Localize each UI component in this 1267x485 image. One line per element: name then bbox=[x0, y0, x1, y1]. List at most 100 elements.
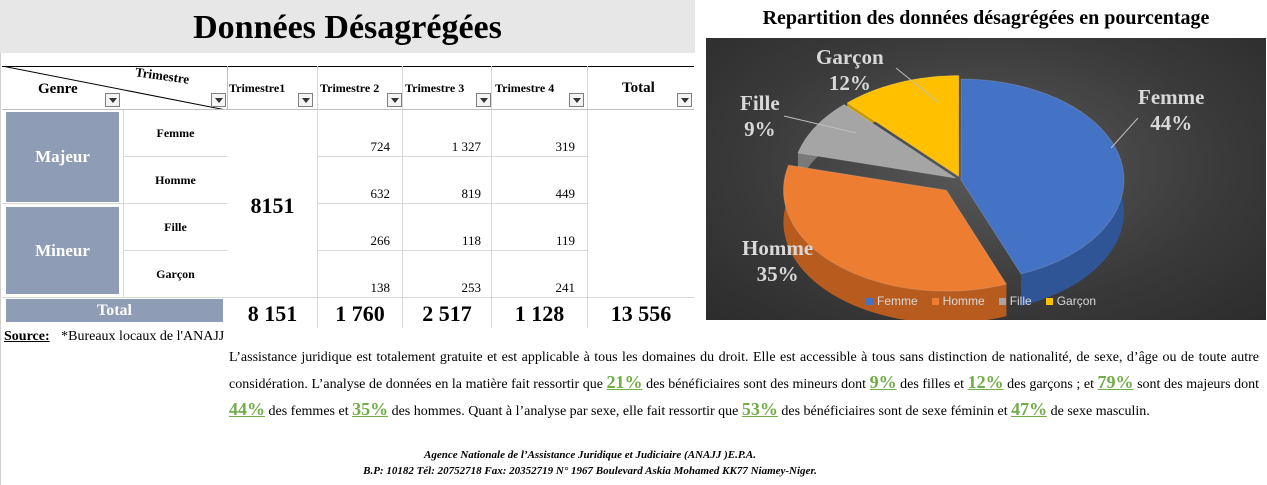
cell-homme-t3: 819 bbox=[461, 186, 482, 201]
pie-label-fille: Fille 9% bbox=[740, 90, 780, 142]
legend-item-garcon: Garçon bbox=[1045, 294, 1097, 308]
source-text: *Bureaux locaux de l'ANAJJ bbox=[61, 329, 225, 344]
filter-trimestre-button[interactable] bbox=[211, 93, 226, 107]
leader-line bbox=[895, 67, 939, 103]
group-majeur: Majeur bbox=[6, 112, 119, 202]
cell-fille-t2: 266 bbox=[370, 233, 391, 248]
total-t2: 1 760 bbox=[335, 301, 385, 326]
grid-line bbox=[2, 297, 694, 298]
pie-label-category: Garçon bbox=[816, 45, 884, 69]
footer-address: B.P: 10182 Tél: 20752718 Fax: 20352719 N… bbox=[363, 465, 817, 477]
header-total: Total bbox=[622, 80, 655, 96]
total-row-label: Total bbox=[6, 299, 223, 322]
cell-garcon-t4: 241 bbox=[555, 280, 576, 295]
legend-swatch bbox=[998, 297, 1006, 305]
grid-line bbox=[2, 109, 694, 110]
group-mineur: Mineur bbox=[6, 207, 119, 294]
highlight-value: 47% bbox=[1011, 399, 1048, 419]
pie-slice-femme bbox=[960, 78, 1125, 275]
cell-homme-t4: 449 bbox=[555, 186, 576, 201]
pie-label-category: Femme bbox=[1138, 85, 1205, 109]
diagonal-divider bbox=[2, 66, 226, 110]
cell-fille-t3: 118 bbox=[461, 233, 481, 248]
filter-total-button[interactable] bbox=[677, 93, 692, 107]
highlight-value: 53% bbox=[741, 399, 778, 419]
row-label-femme: Femme bbox=[156, 125, 195, 140]
text: de sexe masculin. bbox=[1047, 404, 1150, 419]
pie-slice-side-homme bbox=[783, 165, 1007, 320]
legend-label: Femme bbox=[877, 294, 918, 308]
pie-label-percent: 12% bbox=[828, 71, 871, 95]
text: des bénéficiaires sont des mineurs dont bbox=[642, 377, 870, 392]
pie-label-category: Homme bbox=[742, 236, 814, 260]
pie-slice-fille bbox=[797, 103, 957, 179]
grid-line bbox=[123, 110, 124, 298]
text: des bénéficiaires sont de sexe féminin e… bbox=[777, 404, 1012, 419]
header-trimestre3: Trimestre 3 bbox=[405, 81, 465, 95]
text: des femmes et bbox=[265, 404, 353, 419]
text: des garçons ; et bbox=[1003, 377, 1098, 392]
legend-swatch bbox=[931, 297, 939, 305]
pie-label-homme: Homme 35% bbox=[742, 235, 813, 287]
row-label-homme: Homme bbox=[155, 172, 196, 187]
pie-slice-garçon bbox=[846, 75, 960, 178]
header-genre: Genre bbox=[38, 81, 78, 97]
text: L’assistance juridique est totalement gr… bbox=[229, 350, 1259, 392]
footer-agency: Agence Nationale de l’Assistance Juridiq… bbox=[424, 449, 756, 461]
cell-femme-t4: 319 bbox=[555, 139, 576, 154]
chart-legend: Femme Homme Fille Garçon bbox=[866, 294, 1096, 308]
pie-label-percent: 35% bbox=[756, 262, 799, 286]
pie-label-garçon: Garçon 12% bbox=[816, 44, 884, 96]
grid-line bbox=[123, 156, 227, 157]
header-trimestre2: Trimestre 2 bbox=[320, 81, 380, 95]
filter-trimestre1-button[interactable] bbox=[298, 93, 313, 107]
total-grand: 13 556 bbox=[610, 301, 672, 326]
cell-femme-t2: 724 bbox=[370, 139, 391, 154]
grid-line bbox=[317, 203, 588, 204]
filter-trimestre3-button[interactable] bbox=[476, 93, 491, 107]
legend-label: Garçon bbox=[1056, 294, 1097, 308]
cell-garcon-t3: 253 bbox=[461, 280, 482, 295]
chart-title: Repartition des données désagrégées en p… bbox=[762, 7, 1210, 29]
highlight-value: 35% bbox=[352, 399, 389, 419]
total-t3: 2 517 bbox=[422, 301, 472, 326]
page-title: Données Désagrégées bbox=[0, 0, 695, 53]
filter-genre-button[interactable] bbox=[105, 93, 120, 107]
pie-label-percent: 9% bbox=[744, 117, 776, 141]
legend-swatch bbox=[866, 297, 873, 305]
header-trimestre4: Trimestre 4 bbox=[495, 81, 555, 95]
total-t1: 8 151 bbox=[247, 301, 298, 326]
total-t4: 1 128 bbox=[514, 301, 565, 326]
grid-line bbox=[317, 250, 588, 251]
legend-item-fille: Fille bbox=[998, 294, 1032, 308]
filter-trimestre4-button[interactable] bbox=[569, 93, 584, 107]
pie-label-femme: Femme 44% bbox=[1138, 84, 1204, 136]
cell-homme-t2: 632 bbox=[370, 186, 391, 201]
trimestre1-merged-value: 8151 bbox=[250, 193, 295, 218]
grid-line bbox=[491, 66, 492, 328]
row-label-fille: Fille bbox=[164, 219, 187, 234]
header-trimestre1: Trimestre1 bbox=[229, 81, 286, 95]
cell-garcon-t2: 138 bbox=[370, 280, 391, 295]
header-top-border bbox=[2, 66, 694, 67]
highlight-value: 12% bbox=[967, 372, 1004, 392]
cell-fille-t4: 119 bbox=[555, 233, 575, 248]
analysis-paragraph: L’assistance juridique est totalement gr… bbox=[229, 345, 1259, 424]
grid-line bbox=[317, 156, 588, 157]
highlight-value: 21% bbox=[606, 372, 643, 392]
filter-trimestre2-button[interactable] bbox=[387, 93, 402, 107]
text: des filles et bbox=[896, 377, 968, 392]
text: des hommes. Quant à l’analyse par sexe, … bbox=[388, 404, 742, 419]
leader-line bbox=[1110, 117, 1139, 149]
highlight-value: 44% bbox=[229, 399, 265, 419]
source-label: Source: bbox=[4, 329, 50, 344]
grid-line bbox=[317, 66, 318, 328]
grid-line bbox=[402, 66, 403, 328]
highlight-value: 79% bbox=[1097, 372, 1134, 392]
legend-label: Homme bbox=[942, 294, 985, 308]
legend-swatch bbox=[1045, 297, 1053, 305]
leader-line bbox=[783, 115, 857, 134]
legend-label: Fille bbox=[1009, 294, 1032, 308]
row-label-garcon: Garçon bbox=[156, 266, 195, 281]
sheet-left-border bbox=[0, 53, 1, 485]
